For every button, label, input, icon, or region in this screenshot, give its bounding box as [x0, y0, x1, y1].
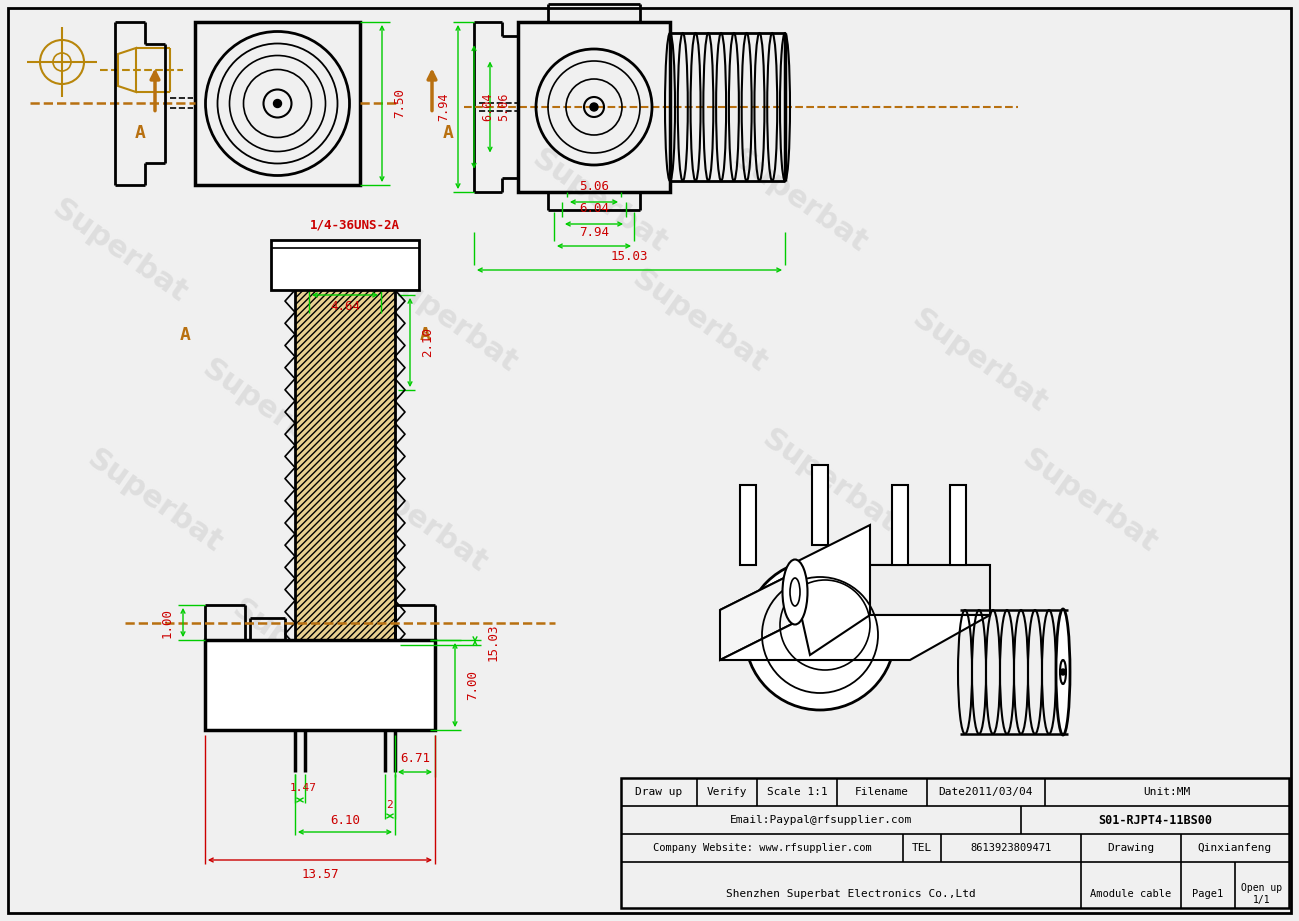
Text: 15.03: 15.03 — [611, 251, 648, 263]
Text: Date2011/03/04: Date2011/03/04 — [939, 787, 1033, 797]
Text: Open up
1/1: Open up 1/1 — [1242, 883, 1282, 904]
Bar — [740, 485, 756, 565]
Text: 6.71: 6.71 — [400, 752, 430, 764]
Circle shape — [274, 99, 282, 108]
Text: Superbat: Superbat — [907, 304, 1053, 418]
Bar — [950, 485, 966, 565]
Text: Qinxianfeng: Qinxianfeng — [1198, 843, 1272, 853]
Text: 1.00: 1.00 — [161, 608, 174, 637]
Text: 2: 2 — [387, 800, 394, 810]
Bar — [271, 240, 420, 290]
Text: 1.47: 1.47 — [290, 783, 317, 793]
Bar — [621, 778, 1289, 908]
Text: Page1: Page1 — [1192, 889, 1224, 899]
Circle shape — [746, 560, 895, 710]
Text: TEL: TEL — [912, 843, 933, 853]
Text: Amodule cable: Amodule cable — [1090, 889, 1172, 899]
Text: A: A — [420, 326, 430, 344]
Text: Verify: Verify — [707, 787, 747, 797]
Bar — [892, 485, 908, 565]
Text: 5.06: 5.06 — [498, 93, 511, 122]
Text: Superbat: Superbat — [347, 464, 494, 578]
Polygon shape — [720, 565, 990, 610]
Circle shape — [590, 103, 598, 111]
Text: Drawing: Drawing — [1107, 843, 1155, 853]
Text: 6.10: 6.10 — [330, 813, 360, 826]
Bar — [205, 640, 435, 730]
Text: Superbat: Superbat — [1017, 444, 1163, 558]
Text: Superbat: Superbat — [627, 263, 773, 379]
Text: 2.10: 2.10 — [421, 327, 434, 357]
Text: Superbat: Superbat — [82, 444, 229, 558]
Polygon shape — [295, 290, 395, 645]
Text: A: A — [135, 124, 145, 143]
Text: 15.03: 15.03 — [487, 624, 500, 661]
Bar — [518, 22, 670, 192]
Ellipse shape — [790, 578, 800, 606]
Polygon shape — [811, 565, 990, 615]
Text: 1/4-36UNS-2A: 1/4-36UNS-2A — [310, 218, 400, 231]
Text: Superbat: Superbat — [47, 193, 194, 309]
Text: 6.04: 6.04 — [482, 93, 495, 122]
Text: Superbat: Superbat — [527, 144, 673, 258]
Polygon shape — [720, 565, 811, 660]
Text: Unit:MM: Unit:MM — [1143, 787, 1191, 797]
Text: 7.94: 7.94 — [438, 93, 451, 122]
Text: Shenzhen Superbat Electronics Co.,Ltd: Shenzhen Superbat Electronics Co.,Ltd — [726, 889, 976, 899]
Text: 13.57: 13.57 — [301, 868, 339, 880]
Bar — [195, 22, 360, 185]
Circle shape — [1060, 669, 1066, 675]
Text: 4.64: 4.64 — [330, 300, 360, 313]
Text: 7.50: 7.50 — [394, 88, 407, 119]
Text: A: A — [179, 326, 191, 344]
Ellipse shape — [1056, 609, 1070, 735]
Text: Superbat: Superbat — [227, 594, 373, 708]
Text: Superbat: Superbat — [377, 263, 523, 379]
Text: 5.06: 5.06 — [579, 181, 609, 193]
Text: Scale 1:1: Scale 1:1 — [766, 787, 827, 797]
Text: Company Website: www.rfsupplier.com: Company Website: www.rfsupplier.com — [652, 843, 872, 853]
Polygon shape — [720, 615, 990, 660]
Text: 7.94: 7.94 — [579, 226, 609, 239]
Bar — [812, 465, 827, 545]
Text: Filename: Filename — [855, 787, 909, 797]
Text: S01-RJPT4-11BS00: S01-RJPT4-11BS00 — [1098, 813, 1212, 826]
Text: 6.04: 6.04 — [579, 203, 609, 216]
Text: Superbat: Superbat — [197, 354, 343, 468]
Text: Draw up: Draw up — [635, 787, 683, 797]
Text: Email:Paypal@rfsupplier.com: Email:Paypal@rfsupplier.com — [730, 815, 912, 825]
Text: Superbat: Superbat — [757, 424, 903, 538]
Text: A: A — [443, 124, 453, 143]
Text: 8613923809471: 8613923809471 — [970, 843, 1052, 853]
Ellipse shape — [1060, 660, 1066, 684]
Text: 7.00: 7.00 — [466, 670, 479, 700]
Ellipse shape — [782, 559, 808, 624]
Polygon shape — [790, 525, 870, 655]
Text: Superbat: Superbat — [727, 144, 873, 258]
Polygon shape — [295, 640, 395, 730]
